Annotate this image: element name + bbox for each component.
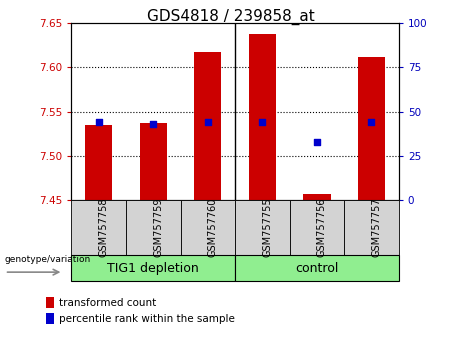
Point [368, 119, 375, 125]
Text: control: control [295, 262, 339, 275]
Text: GSM757758: GSM757758 [99, 198, 109, 257]
Text: GSM757755: GSM757755 [262, 198, 272, 257]
Bar [249, 34, 276, 200]
Text: GSM757756: GSM757756 [317, 198, 327, 257]
Point [95, 119, 102, 125]
Bar [358, 57, 385, 200]
Text: GSM757759: GSM757759 [153, 198, 163, 257]
Point [259, 119, 266, 125]
Text: TIG1 depletion: TIG1 depletion [107, 262, 199, 275]
Bar [140, 123, 167, 200]
Text: genotype/variation: genotype/variation [5, 255, 91, 264]
Text: transformed count: transformed count [59, 298, 156, 308]
Text: GDS4818 / 239858_at: GDS4818 / 239858_at [147, 9, 314, 25]
Text: percentile rank within the sample: percentile rank within the sample [59, 314, 235, 324]
Text: GSM757757: GSM757757 [372, 198, 382, 257]
Bar [194, 52, 221, 200]
Point [149, 121, 157, 127]
Bar [85, 125, 112, 200]
Point [204, 119, 212, 125]
Bar [303, 194, 331, 200]
Text: GSM757760: GSM757760 [208, 198, 218, 257]
Point [313, 139, 321, 144]
